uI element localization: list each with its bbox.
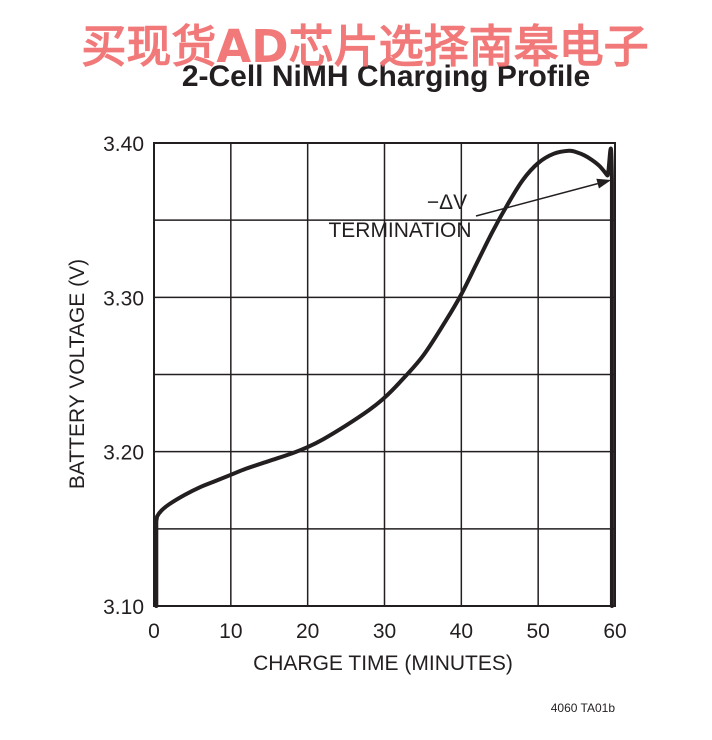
x-tick-label: 30 — [373, 620, 396, 643]
x-tick-label: 50 — [526, 620, 549, 643]
tick-labels: 0 10 20 30 40 50 60 3.10 3.20 3.30 3.40 — [103, 133, 627, 643]
x-tick-label: 20 — [296, 620, 319, 643]
annotation-termination: TERMINATION — [328, 219, 471, 242]
x-tick-label: 0 — [148, 620, 160, 643]
series-line — [154, 146, 614, 608]
annotation-arrowhead — [596, 178, 612, 189]
watermark: 买现货AD芯片选择南皋电子 — [81, 20, 648, 73]
annotation-delta-v: −ΔV — [427, 191, 467, 214]
y-axis-label: BATTERY VOLTAGE (V) — [66, 259, 89, 489]
annotation-arrow — [475, 182, 598, 217]
y-tick-label: 3.10 — [103, 596, 144, 619]
figure-id: 4060 TA01b — [551, 701, 616, 715]
y-tick-label: 3.30 — [103, 287, 144, 310]
annotation: −ΔV TERMINATION — [328, 178, 612, 242]
x-tick-label: 40 — [450, 620, 473, 643]
x-tick-label: 60 — [603, 620, 626, 643]
y-tick-label: 3.20 — [103, 442, 144, 465]
plot-frame — [153, 142, 616, 607]
chart-title: 2-Cell NiMH Charging Profile — [182, 60, 590, 93]
x-tick-label: 10 — [219, 620, 242, 643]
grid — [153, 142, 616, 607]
x-axis-label: CHARGE TIME (MINUTES) — [253, 652, 513, 675]
y-tick-label: 3.40 — [103, 133, 144, 156]
